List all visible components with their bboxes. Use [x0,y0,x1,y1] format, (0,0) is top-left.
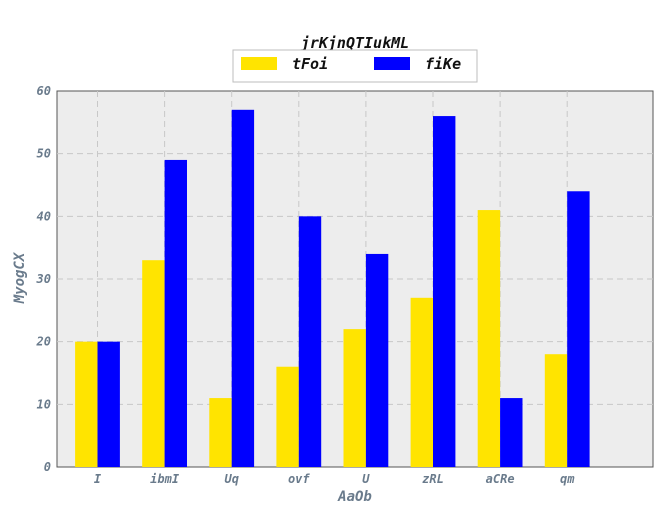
x-tick-label: zRL [422,472,444,486]
bars [75,109,590,468]
x-tick-label: aCRe [486,472,515,486]
bar-fike-ibmi [164,159,187,467]
x-tick-label: Uq [224,472,238,486]
legend-swatch-tfoi [241,57,277,70]
y-ticks: 0 10 20 30 40 50 60 [36,84,51,474]
legend: tFoi fiKe [232,49,478,83]
y-tick-label: 10 [37,397,51,411]
y-axis-label: MyogCX [12,251,28,304]
bar-fike-u [365,253,389,467]
bar-tfoi-ibmi [142,260,165,467]
x-tick-label: qm [560,472,575,486]
bar-fike-acre [500,398,523,467]
bar-fike-qm [567,191,590,467]
legend-label-tfoi: tFoi [292,55,328,73]
bar-tfoi-acre [477,210,501,468]
x-tick-label: I [94,472,102,486]
y-tick-label: 60 [37,84,51,98]
bar-tfoi-ovf [276,366,299,467]
y-tick-label: 40 [37,209,51,223]
chart-title: jrKjnQTIukML [300,34,409,52]
bar-fike-ovf [298,216,322,467]
y-tick-label: 30 [36,272,51,286]
legend-label-fike: fiKe [425,55,461,73]
bar-fike-i [97,341,120,467]
bar-tfoi-i [75,341,98,467]
y-tick-label: 20 [36,335,51,349]
bar-fike-zrl [433,116,456,468]
legend-swatch-fike [374,57,410,70]
bar-fike-uq [231,109,255,468]
bar-tfoi-qm [544,354,568,467]
bar-tfoi-uq [209,398,232,467]
bar-tfoi-u [343,329,366,467]
y-tick-label: 0 [44,460,51,474]
x-tick-label: ovf [288,472,310,486]
y-tick-label: 50 [37,147,51,161]
x-axis-label: AaOb [337,489,372,505]
bar-tfoi-zrl [410,297,433,467]
x-tick-label: ibmI [150,472,180,486]
x-tick-label: U [362,472,370,486]
